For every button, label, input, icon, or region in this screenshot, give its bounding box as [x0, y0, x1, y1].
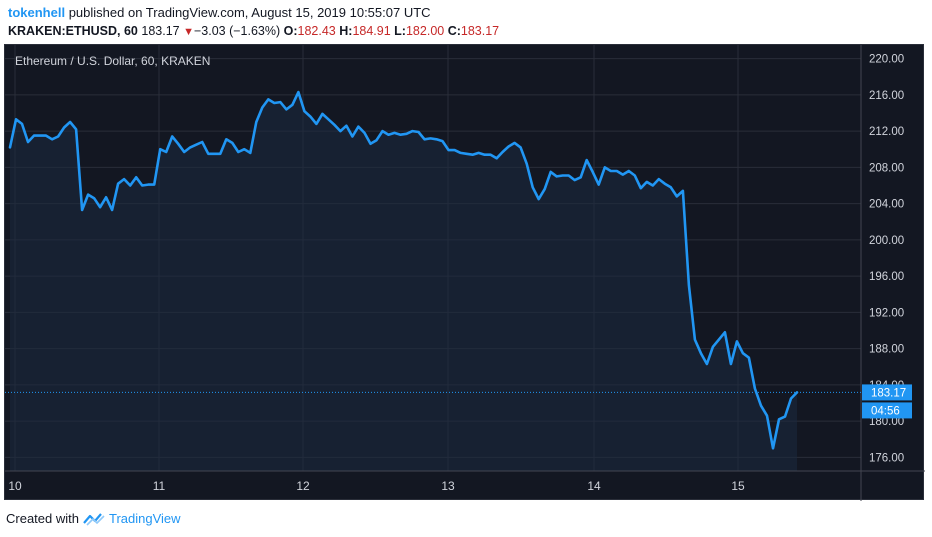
y-tick-label: 188.00: [869, 344, 904, 356]
author-link[interactable]: tokenhell: [8, 5, 66, 20]
x-tick-label: 10: [8, 479, 22, 493]
y-tick-label: 176.00: [869, 452, 904, 464]
close-value: 183.17: [460, 24, 500, 38]
high-value: 184.91: [352, 24, 391, 38]
chart-legend-title: Ethereum / U.S. Dollar, 60, KRAKEN: [15, 54, 210, 68]
chart-panel[interactable]: Ethereum / U.S. Dollar, 60, KRAKEN 176.0…: [4, 44, 925, 501]
y-tick-label: 204.00: [869, 199, 904, 211]
y-tick-label: 196.00: [869, 271, 904, 283]
price-area-fill: [10, 92, 797, 471]
x-tick-label: 15: [731, 479, 745, 493]
open-value: 182.43: [297, 24, 336, 38]
footer: Created with TradingView: [6, 511, 181, 527]
created-with-text: Created with: [6, 511, 79, 526]
close-label: C:: [447, 24, 461, 38]
y-tick-label: 200.00: [869, 235, 904, 247]
y-tick-label: 180.00: [869, 416, 904, 428]
high-label: H:: [339, 24, 353, 38]
publish-header: tokenhell published on TradingView.com, …: [8, 4, 924, 41]
countdown-tag-label: 04:56: [871, 405, 900, 417]
y-tick-label: 192.00: [869, 307, 904, 319]
change-value: −3.03 (−1.63%): [193, 24, 281, 38]
down-triangle-icon: ▼: [183, 26, 194, 38]
x-tick-label: 13: [441, 479, 455, 493]
last-price-value: 183.17: [141, 24, 180, 38]
x-tick-label: 11: [153, 479, 166, 493]
publish-info: tokenhell published on TradingView.com, …: [8, 4, 924, 22]
open-label: O:: [283, 24, 298, 38]
last-price-tag: [862, 384, 912, 401]
low-label: L:: [394, 24, 406, 38]
y-tick-label: 216.00: [869, 90, 904, 102]
tradingview-brand[interactable]: TradingView: [108, 511, 181, 526]
published-text: published on TradingView.com, August 15,…: [68, 5, 431, 20]
price-chart[interactable]: Ethereum / U.S. Dollar, 60, KRAKEN 176.0…: [5, 45, 925, 501]
x-tick-label: 12: [296, 479, 310, 493]
y-tick-label: 212.00: [869, 126, 904, 138]
ohlc-bar: KRAKEN:ETHUSD, 60 183.17 ▼−3.03 (−1.63%)…: [8, 22, 924, 41]
y-tick-label: 208.00: [869, 162, 904, 174]
tradingview-logo-icon[interactable]: [83, 512, 105, 526]
price-line: [8, 90, 799, 450]
symbol-label: KRAKEN:ETHUSD, 60: [8, 24, 138, 38]
last-price-tag-label: 183.17: [871, 387, 906, 399]
countdown-tag: [862, 402, 912, 419]
low-value: 182.00: [405, 24, 445, 38]
y-tick-label: 220.00: [869, 54, 904, 66]
x-tick-label: 14: [587, 479, 601, 493]
